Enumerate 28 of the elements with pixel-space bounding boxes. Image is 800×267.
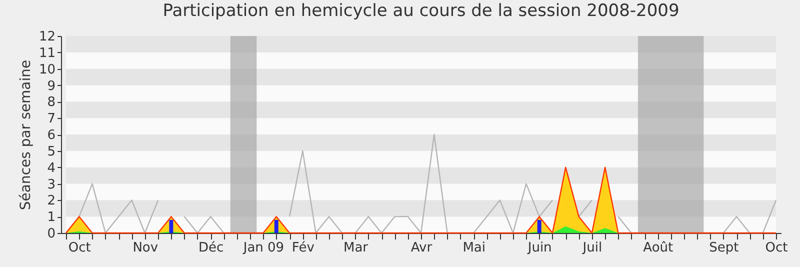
y-tick-label: 3 — [47, 177, 56, 192]
y-tick-label: 12 — [38, 30, 56, 44]
x-tick-label: Oct — [68, 240, 91, 256]
x-tick-label: Mar — [343, 240, 369, 256]
x-tick-label: Sept — [709, 240, 739, 256]
x-tick-label: Fév — [292, 240, 315, 256]
x-tick-label: Nov — [132, 240, 158, 256]
y-tick-label: 7 — [47, 112, 56, 127]
y-axis-title: Séances par semaine — [18, 60, 34, 210]
x-tick-label: Août — [643, 240, 674, 256]
x-tick-label: Mai — [462, 240, 486, 256]
x-tick-label: Juin — [526, 240, 552, 256]
x-tick-label: Juil — [582, 240, 602, 256]
x-tick-label: Avr — [410, 240, 433, 256]
x-tick-label: Déc — [198, 240, 224, 256]
y-tick-label: 10 — [38, 62, 56, 78]
y-tick-label: 5 — [47, 144, 56, 160]
x-tick-label: Jan 09 — [242, 240, 284, 256]
y-tick-label: 9 — [47, 78, 56, 94]
y-tick-label: 11 — [38, 46, 56, 61]
y-tick-label: 6 — [47, 128, 56, 143]
y-tick-label: 2 — [47, 194, 56, 209]
x-tick-label: Oct — [765, 240, 788, 256]
y-tick-label: 8 — [47, 95, 56, 110]
y-tick-label: 4 — [47, 160, 56, 176]
y-tick-label: 1 — [47, 210, 56, 226]
chart-title: Participation en hemicycle au cours de la session 2008-2009 — [162, 1, 680, 21]
y-tick-label: 0 — [47, 226, 56, 242]
